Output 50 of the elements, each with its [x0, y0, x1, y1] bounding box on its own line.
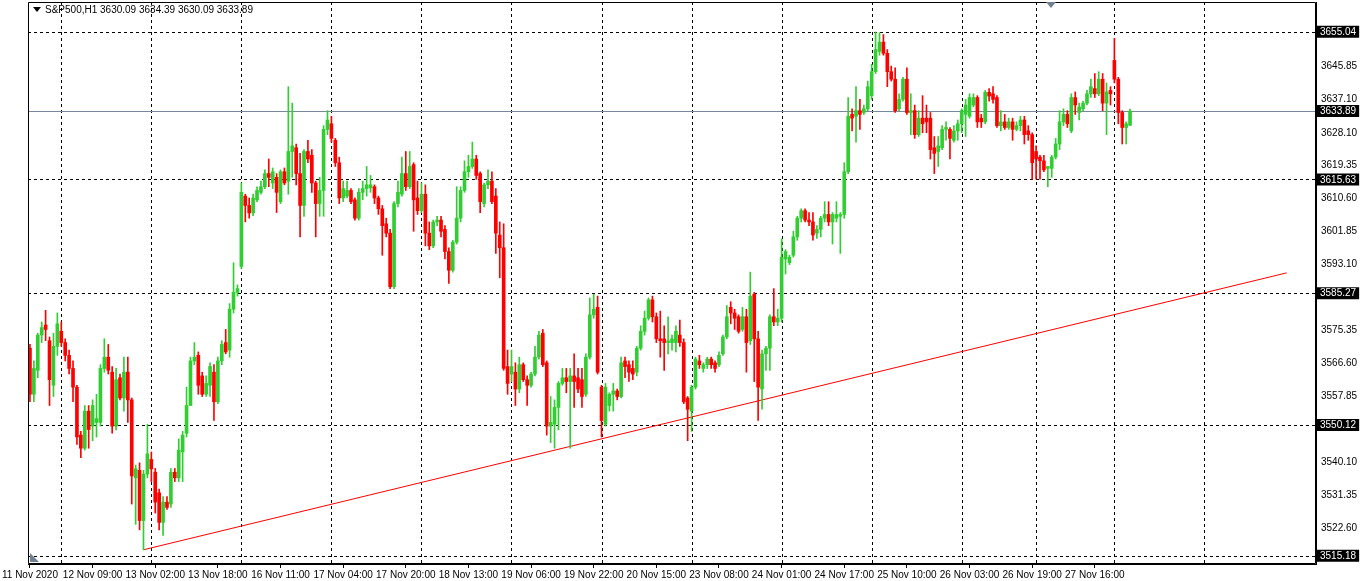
x-tick-label: 23 Nov 08:00 [689, 568, 750, 580]
x-tick-label: 25 Nov 10:00 [877, 568, 938, 580]
candlestick [666, 316, 670, 355]
candlestick [999, 110, 1003, 132]
candlestick [572, 353, 576, 408]
candlestick [564, 368, 569, 394]
y-tick-label: 3566.60 [1321, 356, 1358, 368]
y-tick-label: 3522.60 [1321, 521, 1358, 533]
x-tick-label: 12 Nov 09:00 [62, 568, 123, 580]
x-tick-label: 13 Nov 02:00 [125, 568, 186, 580]
y-tick-label: 3575.35 [1321, 324, 1358, 336]
candlestick [987, 88, 991, 102]
chart-title: S&P500,H1 3630.09 3634.39 3630.09 3633.89 [45, 4, 253, 16]
x-tick-label: 24 Nov 17:00 [814, 568, 875, 580]
y-tick-label: 3645.85 [1321, 60, 1358, 72]
y-tick-label: 3601.85 [1321, 224, 1358, 236]
ref-line-label: 3615.63 [1320, 173, 1357, 185]
candlestick [771, 288, 776, 327]
y-tick-label: 3610.60 [1321, 192, 1358, 204]
y-tick-label: 3619.35 [1321, 159, 1358, 171]
candlestick [854, 86, 858, 143]
y-tick-label: 3637.10 [1321, 92, 1358, 104]
x-tick-label: 16 Nov 11:00 [251, 568, 311, 580]
x-tick-label: 17 Nov 04:00 [313, 568, 374, 580]
x-tick-label: 18 Nov 13:00 [438, 568, 499, 580]
ref-line-label: 3585.27 [1320, 287, 1357, 299]
x-tick-label: 24 Nov 01:00 [751, 568, 812, 580]
candlestick [850, 108, 854, 132]
candlestick [568, 368, 573, 449]
candlestick [658, 310, 663, 358]
x-tick-label: 17 Nov 20:00 [376, 568, 436, 580]
x-tick-label: 19 Nov 22:00 [563, 568, 624, 580]
x-tick-label: 27 Nov 16:00 [1065, 568, 1125, 580]
x-tick-label: 26 Nov 19:00 [1002, 568, 1063, 580]
y-tick-label: 3557.85 [1321, 389, 1358, 401]
y-tick-label: 3628.10 [1321, 126, 1358, 138]
y-tick-label: 3593.10 [1321, 257, 1358, 269]
x-tick-label: 26 Nov 03:00 [939, 568, 1000, 580]
ref-line-label: 3515.18 [1320, 550, 1357, 562]
ref-line-label: 3655.04 [1320, 26, 1357, 38]
x-tick-label: 13 Nov 18:00 [188, 568, 249, 580]
x-tick-label: 11 Nov 2020 [1, 568, 59, 580]
ref-line-label: 3550.12 [1320, 419, 1357, 431]
y-tick-label: 3540.10 [1321, 456, 1358, 468]
candlestick [908, 93, 913, 135]
candlestick [858, 99, 862, 130]
x-tick-label: 19 Nov 06:00 [501, 568, 562, 580]
x-tick-label: 20 Nov 15:00 [626, 568, 687, 580]
ref-line-label: 3633.89 [1320, 105, 1357, 117]
y-tick-label: 3531.35 [1321, 489, 1358, 500]
